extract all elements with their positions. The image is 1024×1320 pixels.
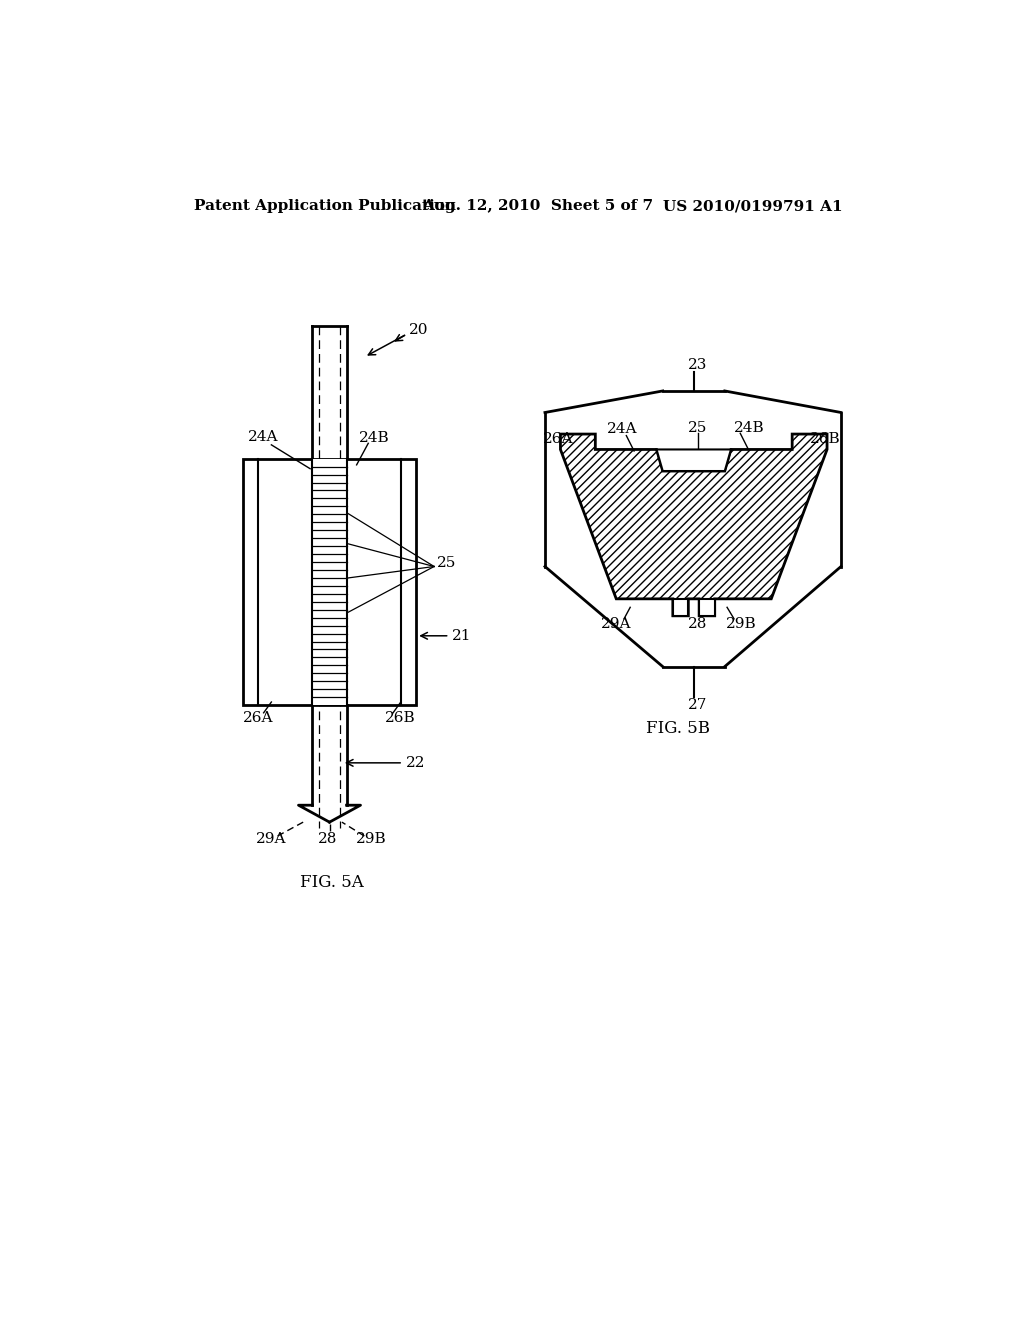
Text: 24B: 24B: [359, 430, 389, 445]
Text: 24A: 24A: [248, 430, 279, 444]
Text: 25: 25: [687, 421, 707, 434]
Bar: [243, 459, 417, 705]
Text: 29B: 29B: [726, 618, 757, 631]
Text: FIG. 5A: FIG. 5A: [300, 874, 364, 891]
Text: Aug. 12, 2010  Sheet 5 of 7: Aug. 12, 2010 Sheet 5 of 7: [423, 199, 653, 213]
Text: 26A: 26A: [544, 433, 573, 446]
Bar: [312, 459, 346, 705]
Text: 26A: 26A: [243, 711, 273, 725]
Text: 28: 28: [317, 832, 337, 846]
Text: 24B: 24B: [734, 421, 765, 434]
Text: 21: 21: [452, 628, 471, 643]
Text: 28: 28: [687, 618, 707, 631]
Text: US 2010/0199791 A1: US 2010/0199791 A1: [663, 199, 843, 213]
Text: 22: 22: [406, 756, 425, 770]
Bar: [699, 599, 715, 615]
Text: 20: 20: [410, 323, 429, 337]
Text: 29A: 29A: [256, 832, 287, 846]
Polygon shape: [656, 449, 731, 471]
Text: 29A: 29A: [601, 618, 631, 631]
Text: 25: 25: [436, 557, 456, 570]
Text: 27: 27: [687, 698, 707, 711]
Polygon shape: [560, 434, 827, 615]
Text: Patent Application Publication: Patent Application Publication: [194, 199, 456, 213]
Text: 26B: 26B: [810, 433, 841, 446]
Text: FIG. 5B: FIG. 5B: [646, 719, 710, 737]
Text: 24A: 24A: [607, 422, 638, 437]
Bar: [673, 599, 688, 615]
Text: 29B: 29B: [356, 832, 386, 846]
Text: 23: 23: [687, 358, 707, 372]
Text: 26B: 26B: [385, 711, 416, 725]
